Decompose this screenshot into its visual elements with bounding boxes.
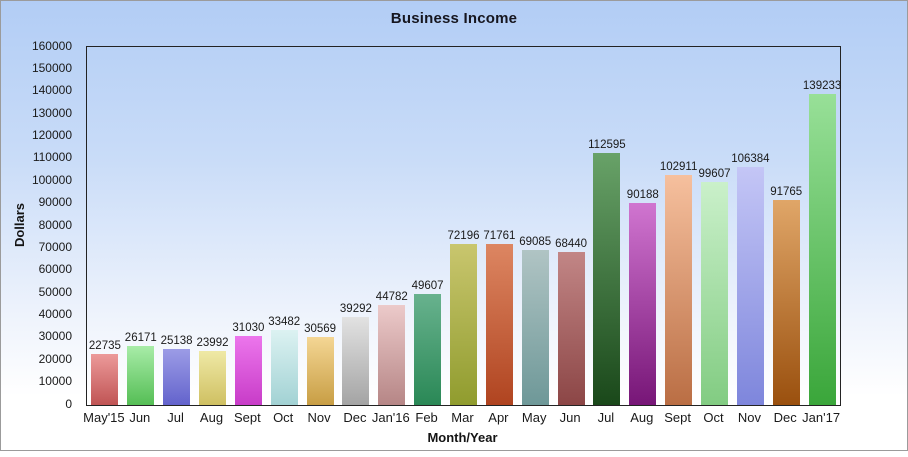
x-tick-label: Oct xyxy=(703,410,724,425)
y-tick-label: 60000 xyxy=(38,262,72,277)
x-tick-label: Aug xyxy=(630,410,654,425)
x-tick-label: Sept xyxy=(234,410,261,425)
bar xyxy=(485,244,513,405)
bar xyxy=(91,354,119,405)
bar xyxy=(450,243,477,405)
bar-value-label: 26171 xyxy=(124,332,157,345)
bar xyxy=(342,317,370,405)
y-axis-ticks: 0 10000 20000 30000 40000 50000 60000 70000 8000… xyxy=(1,39,78,411)
y-tick-label: 140000 xyxy=(31,83,72,98)
y-tick-label: 110000 xyxy=(32,150,72,165)
y-tick-label: 120000 xyxy=(31,128,72,142)
y-tick-label: 90000 xyxy=(38,195,72,210)
y-tick-label: 160000 xyxy=(31,38,72,53)
y-tick-label: 70000 xyxy=(38,239,72,254)
x-tick-label: Jun xyxy=(129,410,151,425)
x-tick-label: Jul xyxy=(597,410,615,425)
bar-value-label: 31030 xyxy=(232,321,265,334)
bar xyxy=(414,294,442,405)
bar-value-label: 91765 xyxy=(770,185,803,198)
bar xyxy=(629,203,657,405)
bar-value-label: 102911 xyxy=(659,160,698,173)
y-tick-label: 80000 xyxy=(38,217,72,232)
bar-value-label: 90188 xyxy=(626,189,659,202)
x-tick-label: Mar xyxy=(451,410,474,425)
y-tick-label: 30000 xyxy=(38,329,72,344)
bar-value-label: 44782 xyxy=(375,290,408,303)
x-tick-label: Feb xyxy=(415,410,438,425)
x-tick-label: May'15 xyxy=(83,410,125,425)
plot-area: 22735 26171 25138 23992 31030 33482 30569 39292… xyxy=(86,46,841,406)
x-tick-label: Jan'17 xyxy=(802,410,841,425)
bar-value-label: 106384 xyxy=(731,153,770,165)
bar xyxy=(270,330,298,405)
x-tick-label: Nov xyxy=(737,410,761,425)
bar-value-label: 23992 xyxy=(196,337,229,350)
bar xyxy=(127,346,155,405)
x-tick-label: Jul xyxy=(167,410,184,425)
x-axis-title: Month/Year xyxy=(427,430,498,445)
bar xyxy=(808,93,836,405)
bars-layer: 22735 26171 25138 23992 31030 33482 30569 39292… xyxy=(87,47,842,405)
y-tick-label: 50000 xyxy=(38,284,72,299)
x-axis-ticks: May'15 Jun Jul Aug Sept Oct Nov Dec Jan'16 Feb Mar… xyxy=(83,410,841,428)
bar xyxy=(701,182,728,405)
bar-value-label: 49607 xyxy=(411,280,444,292)
y-tick-label: 20000 xyxy=(38,351,72,366)
y-tick-label: 40000 xyxy=(38,307,72,321)
bar-value-label: 39292 xyxy=(339,303,372,316)
chart-title: Business Income xyxy=(390,10,518,27)
bar-value-label: 30569 xyxy=(304,322,337,335)
bar xyxy=(736,167,764,405)
bar xyxy=(772,199,800,405)
bar-value-label: 33482 xyxy=(268,316,301,329)
bar-value-label: 139233 xyxy=(802,79,842,92)
y-tick-label: 0 xyxy=(65,396,72,411)
x-tick-label: Jan'16 xyxy=(371,410,410,425)
y-tick-label: 10000 xyxy=(38,374,72,389)
bar xyxy=(234,335,262,405)
bar-value-label: 72196 xyxy=(447,229,480,242)
bar xyxy=(521,250,549,405)
x-tick-label: Aug xyxy=(199,410,224,425)
y-tick-label: 100000 xyxy=(31,172,72,187)
y-tick-label: 150000 xyxy=(31,60,72,75)
bar xyxy=(306,336,334,405)
x-tick-label: Sept xyxy=(664,410,691,425)
x-tick-label: Apr xyxy=(488,410,509,425)
x-tick-label: Dec xyxy=(343,410,367,425)
bar-value-label: 68440 xyxy=(555,237,588,250)
bar xyxy=(378,304,406,405)
bar-value-label: 25138 xyxy=(160,334,193,347)
bar xyxy=(557,251,585,405)
x-tick-label: Dec xyxy=(773,410,797,425)
x-tick-label: Jun xyxy=(559,410,581,425)
x-tick-label: May xyxy=(521,410,547,425)
bar xyxy=(665,174,693,405)
x-tick-label: Oct xyxy=(273,410,294,425)
bar-value-label: 112595 xyxy=(588,139,626,152)
bar-value-label: 22735 xyxy=(88,340,121,353)
y-tick-label: 130000 xyxy=(31,105,72,120)
bar-value-label: 99607 xyxy=(698,168,731,181)
bar-value-label: 69085 xyxy=(519,236,552,249)
bar xyxy=(593,153,621,405)
bar xyxy=(199,351,226,405)
x-tick-label: Nov xyxy=(307,410,331,425)
bar-value-label: 71761 xyxy=(483,230,516,243)
bar xyxy=(163,348,191,405)
